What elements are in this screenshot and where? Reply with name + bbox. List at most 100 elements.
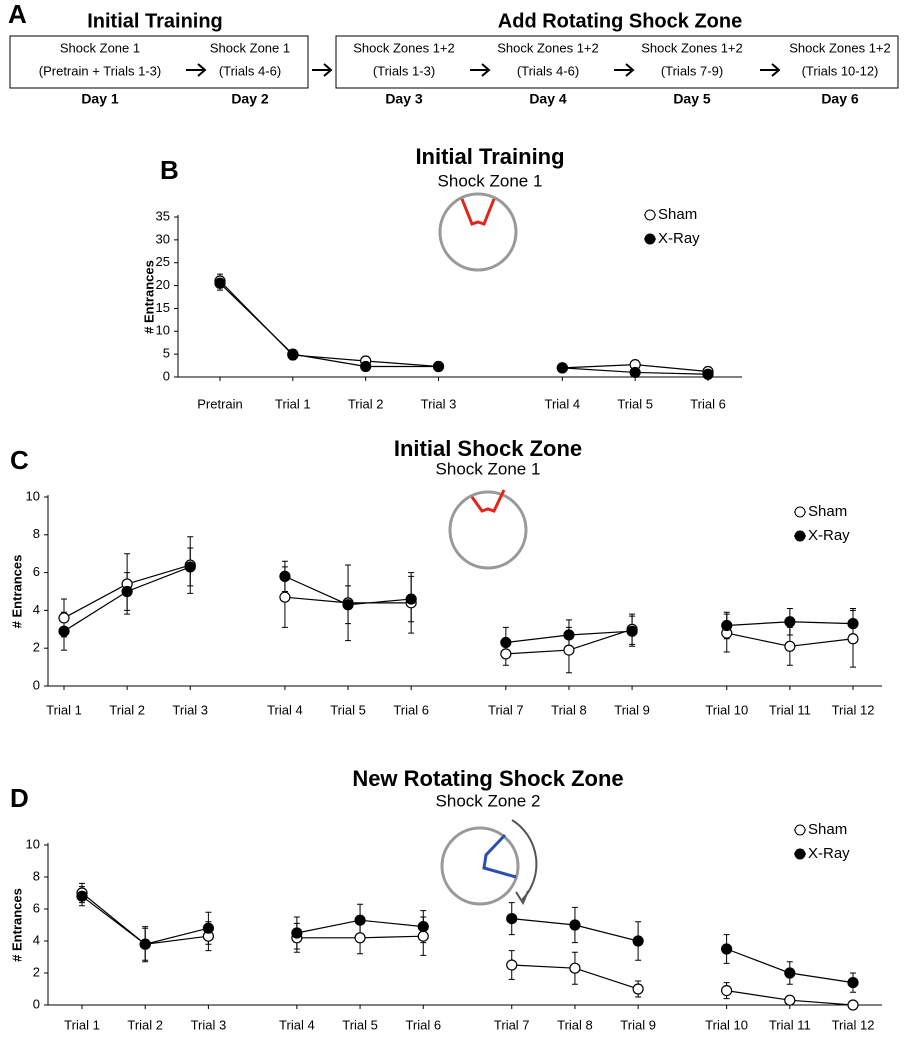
day-label: Day 1 [81,91,119,107]
trials-label: (Trials 4-6) [517,63,579,78]
marker [417,930,429,942]
panel-label: D [10,783,29,813]
group-title: Add Rotating Shock Zone [498,10,742,32]
y-tick-label: 8 [33,868,40,883]
marker [847,976,859,989]
x-tick-label: Trial 8 [557,1017,593,1032]
marker [342,599,354,611]
marker [202,922,214,934]
marker [721,984,733,997]
y-tick-label: 0 [33,677,40,692]
marker [76,890,88,902]
group-title: Initial Training [87,10,223,32]
y-tick-label: 0 [33,996,40,1011]
day-label: Day 4 [529,91,567,107]
y-tick-label: 10 [156,323,170,338]
x-tick-label: Trial 11 [769,1017,811,1032]
x-tick-label: Trial 4 [279,1017,315,1032]
panel-label: A [8,0,27,29]
y-tick-label: 8 [33,526,40,541]
marker [632,935,644,947]
chart-title: Initial Training [415,144,564,169]
y-axis-label: # Entrances [141,260,156,334]
y-tick-label: 10 [26,836,40,851]
group-box [9,35,309,89]
marker [500,636,512,649]
y-tick-label: 2 [33,640,40,655]
legend-marker [794,530,806,542]
panel-label: B [160,155,179,185]
x-tick-label: Trial 7 [488,702,524,717]
legend-marker [794,848,806,860]
x-tick-label: Trial 2 [109,702,145,717]
chart-subtitle: Shock Zone 2 [436,791,541,810]
x-tick-label: Trial 3 [191,1017,227,1032]
y-tick-label: 4 [33,602,40,617]
legend-label: X-Ray [658,230,700,247]
arena-icon [438,192,518,272]
marker [563,644,575,656]
zone-label: Shock Zones 1+2 [789,40,891,55]
x-tick-label: Trial 2 [127,1017,163,1032]
legend-marker [644,209,656,221]
panel-label: C [10,445,29,475]
chart-subtitle: Shock Zone 1 [438,171,543,190]
y-tick-label: 5 [163,346,170,361]
y-tick-label: 2 [33,964,40,979]
x-tick-label: Trial 5 [330,702,366,717]
day-label: Day 2 [231,91,269,107]
zone-label: Shock Zone 1 [210,40,290,55]
marker [847,633,859,645]
marker [279,591,291,603]
legend-label: X-Ray [808,527,850,544]
x-tick-label: Trial 1 [275,396,311,411]
x-tick-label: Trial 8 [551,702,587,717]
marker [784,967,796,979]
x-tick-label: Trial 5 [342,1017,378,1032]
marker [569,919,581,931]
trials-label: (Trials 4-6) [219,63,281,78]
x-tick-label: Trial 2 [348,396,384,411]
day-label: Day 3 [385,91,423,107]
y-tick-label: 6 [33,564,40,579]
timeline-days: Shock Zone 1 (Pretrain + Trials 1-3) Day 1… [39,40,891,106]
marker [721,943,733,955]
zone-label: Shock Zones 1+2 [641,40,743,55]
zone-label: Shock Zone 1 [60,40,140,55]
series-line [81,895,854,984]
y-tick-label: 6 [33,900,40,915]
x-tick-label: Trial 9 [620,1017,656,1032]
x-tick-label: Trial 12 [832,1017,875,1032]
marker [58,625,70,637]
trials-label: (Trials 1-3) [373,63,435,78]
arena-icon [448,489,528,570]
y-tick-label: 25 [156,254,170,269]
marker [556,362,568,374]
x-tick-label: Trial 9 [614,702,650,717]
x-tick-label: Trial 6 [690,396,726,411]
marker [121,585,133,598]
marker [354,932,366,944]
marker [214,277,226,289]
zone-label: Shock Zones 1+2 [353,40,455,55]
marker [184,561,196,573]
marker [58,612,70,624]
x-tick-label: Trial 6 [393,702,429,717]
legend-label: Sham [658,206,697,223]
marker [569,962,581,974]
x-tick-label: Trial 7 [494,1017,530,1032]
marker [784,616,796,628]
legend-marker [794,506,806,518]
x-tick-label: Trial 12 [832,702,875,717]
x-tick-label: Trial 1 [46,702,82,717]
legend-marker [644,233,656,245]
marker [847,999,859,1011]
series-line [81,892,854,1006]
y-tick-label: 0 [163,368,170,383]
series-line [63,566,854,644]
trials-label: (Pretrain + Trials 1-3) [39,63,161,78]
marker [702,368,714,380]
legend-label: X-Ray [808,845,850,862]
trials-label: (Trials 10-12) [802,63,879,78]
marker [629,366,641,379]
